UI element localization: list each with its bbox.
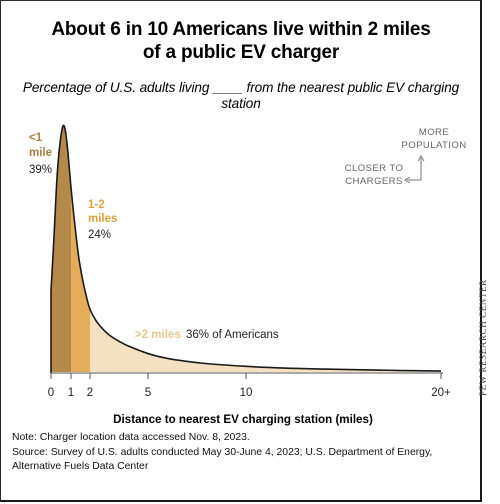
- title-line-1: About 6 in 10 Americans live within 2 mi…: [51, 19, 431, 40]
- x-tick-label-10: 10: [240, 387, 253, 399]
- annotation-closer-line2: CHARGERS: [345, 176, 403, 187]
- band-label-1to2-line1: 1-2: [88, 199, 105, 211]
- x-axis-title: Distance to nearest EV charging station …: [113, 413, 373, 426]
- annotation-closer-line1: CLOSER TO: [345, 163, 404, 174]
- title-line-2: of a public EV charger: [142, 42, 340, 63]
- x-tick-label-2: 2: [87, 387, 93, 399]
- x-tick-label-20plus: 20+: [431, 387, 451, 399]
- chart-subtitle: Percentage of U.S. adults living ____ fr…: [22, 80, 460, 111]
- pew-research-credit: PEW RESEARCH CENTER: [478, 279, 488, 396]
- band-value-gt2: 36% of Americans: [186, 329, 279, 341]
- ev-distance-chart: 0 1 2 5 10 20+ Distance to nearest EV chargin…: [29, 124, 466, 426]
- band-label-lt1-line2: mile: [29, 147, 52, 159]
- band-label-1to2-line2: miles: [88, 213, 117, 225]
- arrow-head-left: [404, 176, 411, 184]
- direction-arrow-icon: [407, 158, 422, 181]
- band-value-1to2: 24%: [88, 229, 111, 241]
- note-line-2: Source: Survey of U.S. adults conducted …: [12, 446, 433, 458]
- source-note: Note: Charger location data accessed Nov…: [12, 431, 472, 475]
- x-tick-label-0: 0: [48, 387, 54, 399]
- band-label-lt1-line1: <1: [29, 132, 43, 144]
- annotation-more-line1: MORE: [419, 127, 449, 138]
- x-axis-ticks: 0 1 2 5 10 20+: [48, 373, 451, 399]
- chart-frame: [0, 0, 482, 502]
- note-line-3: Alternative Fuels Data Center: [12, 461, 149, 472]
- annotation-more-line2: POPULATION: [401, 140, 466, 151]
- band-value-lt1: 39%: [29, 164, 52, 176]
- band-label-gt2: >2 miles: [135, 329, 181, 341]
- x-tick-label-1: 1: [68, 387, 74, 399]
- band-area-lt1: [51, 125, 71, 372]
- note-line-1: Note: Charger location data accessed Nov…: [12, 432, 250, 443]
- density-curve-line: [50, 124, 442, 373]
- chart-title: About 6 in 10 Americans live within 2 mi…: [10, 18, 472, 64]
- x-tick-label-5: 5: [145, 387, 151, 399]
- band-area-gt2: [90, 309, 441, 372]
- arrow-head-up: [417, 155, 425, 162]
